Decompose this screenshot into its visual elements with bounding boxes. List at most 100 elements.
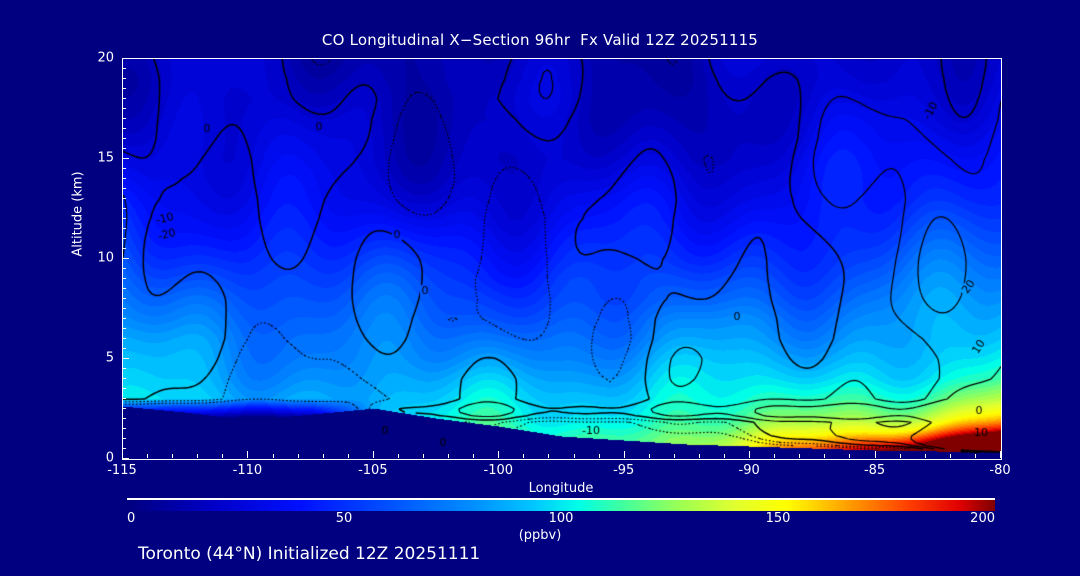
chart-title: CO Longitudinal X−Section 96hr Fx Valid … [321, 31, 759, 49]
x-tick-label: -100 [483, 463, 514, 478]
x-tick-minor [724, 454, 726, 458]
x-tick-minor [924, 454, 926, 458]
colorbar-tick-label: 100 [548, 511, 574, 526]
x-tick-minor [899, 454, 901, 458]
colorbar-units-label: (ppbv) [518, 528, 562, 543]
x-tick-label: -110 [232, 463, 263, 478]
y-tick-minor [122, 78, 126, 79]
x-tick-minor [322, 454, 324, 458]
x-tick-minor [473, 454, 475, 458]
x-tick-minor [548, 454, 550, 458]
x-tick-minor [849, 454, 851, 458]
x-axis-title: Longitude [528, 481, 594, 496]
y-tick-minor [122, 128, 126, 129]
x-tick-minor [598, 454, 600, 458]
y-tick-minor [122, 338, 126, 339]
y-tick-mark [122, 458, 129, 459]
y-tick-minor [122, 198, 126, 199]
y-tick-minor [122, 68, 126, 69]
x-tick-minor [573, 454, 575, 458]
x-tick-minor [824, 454, 826, 458]
y-tick-minor [122, 148, 126, 149]
y-tick-minor [122, 288, 126, 289]
x-tick-label: -105 [358, 463, 388, 478]
x-tick-minor [799, 454, 801, 458]
x-tick-label: -90 [738, 463, 760, 478]
y-tick-minor [122, 108, 126, 109]
y-axis-title: Altitude (km) [70, 171, 86, 257]
x-tick-label: -115 [107, 463, 137, 478]
y-tick-minor [122, 328, 126, 329]
footer-caption: Toronto (44°N) Initialized 12Z 20251111 [138, 544, 481, 564]
y-tick-mark [122, 358, 129, 359]
y-tick-label: 0 [105, 450, 114, 466]
y-tick-minor [122, 248, 126, 249]
x-tick-mark [247, 451, 249, 458]
x-tick-label: -85 [863, 463, 886, 478]
y-tick-minor [122, 298, 126, 299]
colorbar-tick-label: 0 [127, 511, 136, 526]
y-tick-mark [122, 58, 129, 59]
y-tick-minor [122, 268, 126, 269]
colorbar-tick-label: 200 [970, 511, 995, 526]
y-tick-minor [122, 168, 126, 169]
y-tick-minor [122, 228, 126, 229]
x-tick-minor [448, 454, 450, 458]
y-tick-minor [122, 138, 126, 139]
y-tick-minor [122, 218, 126, 219]
x-tick-mark [874, 451, 876, 458]
y-tick-minor [122, 388, 126, 389]
y-tick-minor [122, 278, 126, 279]
y-tick-label: 5 [105, 350, 114, 366]
x-tick-minor [297, 454, 299, 458]
plot-area [122, 58, 1002, 460]
y-tick-minor [122, 368, 126, 369]
x-tick-minor [197, 454, 199, 458]
y-tick-minor [122, 448, 126, 449]
colorbar-gradient [127, 500, 995, 511]
y-tick-minor [122, 238, 126, 239]
y-tick-minor [122, 188, 126, 189]
x-tick-minor [648, 454, 650, 458]
x-tick-minor [423, 454, 425, 458]
y-tick-minor [122, 308, 126, 309]
y-tick-label: 15 [97, 150, 114, 166]
x-tick-minor [272, 454, 274, 458]
x-tick-minor [147, 454, 149, 458]
x-tick-minor [774, 454, 776, 458]
colorbar [127, 498, 995, 511]
y-tick-label: 20 [97, 50, 114, 66]
y-tick-mark [122, 258, 129, 259]
y-tick-minor [122, 438, 126, 439]
y-tick-minor [122, 318, 126, 319]
x-tick-minor [673, 454, 675, 458]
y-tick-minor [122, 118, 126, 119]
x-tick-mark [498, 451, 500, 458]
x-tick-label: -80 [989, 463, 1011, 478]
colorbar-tick-label: 150 [765, 511, 791, 526]
colorbar-tick-label: 50 [335, 511, 353, 526]
x-tick-mark [623, 451, 625, 458]
co-contour-overlay [123, 59, 1001, 459]
x-tick-label: -95 [613, 463, 635, 478]
y-tick-minor [122, 398, 126, 399]
y-tick-minor [122, 88, 126, 89]
x-tick-minor [698, 454, 700, 458]
x-tick-minor [974, 454, 976, 458]
y-tick-minor [122, 348, 126, 349]
x-tick-minor [172, 454, 174, 458]
y-tick-minor [122, 378, 126, 379]
x-tick-mark [749, 451, 751, 458]
x-tick-minor [347, 454, 349, 458]
y-tick-minor [122, 178, 126, 179]
x-tick-mark [372, 451, 374, 458]
x-tick-mark [122, 451, 123, 458]
y-tick-mark [122, 158, 129, 159]
x-tick-minor [523, 454, 525, 458]
y-tick-minor [122, 408, 126, 409]
x-tick-minor [397, 454, 399, 458]
y-tick-minor [122, 98, 126, 99]
y-tick-minor [122, 428, 126, 429]
x-tick-minor [949, 454, 951, 458]
y-tick-minor [122, 418, 126, 419]
